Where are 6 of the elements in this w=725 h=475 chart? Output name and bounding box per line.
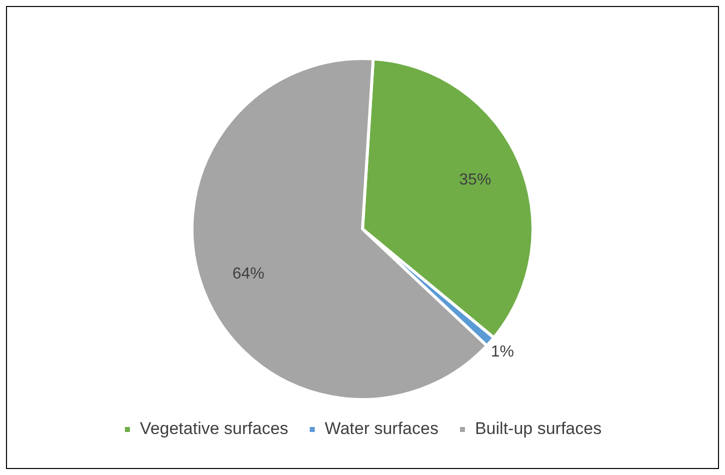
legend-label: Water surfaces (324, 419, 438, 438)
legend-label: Built-up surfaces (474, 419, 602, 438)
data-label: 1% (490, 344, 514, 361)
legend-label: Vegetative surfaces (140, 419, 288, 438)
data-label: 64% (232, 266, 264, 283)
data-label: 35% (459, 172, 492, 189)
